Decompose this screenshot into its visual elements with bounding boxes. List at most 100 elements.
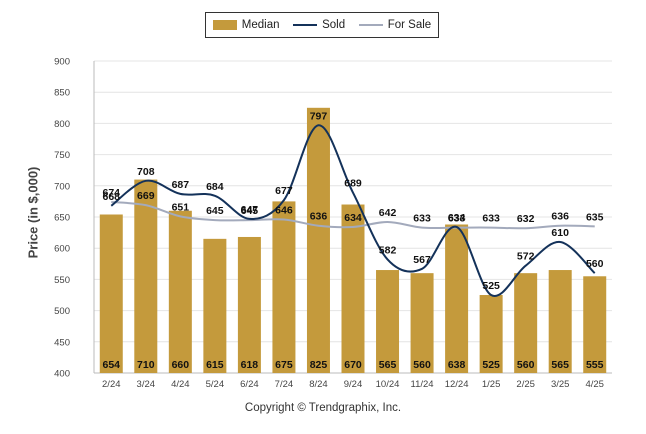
data-label-median: 525 [482,359,500,371]
data-label-for-sale: 632 [517,213,535,225]
data-label-median: 560 [413,359,431,371]
line-sold [110,124,596,297]
data-label-for-sale: 645 [241,205,259,217]
x-tick-label: 3/24 [137,379,156,390]
legend-label-for-sale: For Sale [387,19,432,31]
data-label-for-sale: 642 [379,207,397,219]
legend-swatch-for-sale [358,24,383,26]
data-label-for-sale: 646 [275,204,293,216]
data-label-sold: 582 [379,244,397,256]
legend-item-median: Median [212,19,280,31]
x-tick-label: 11/24 [411,379,434,390]
legend-swatch-sold [293,24,318,26]
bar-median [548,270,572,373]
y-tick-label: 500 [54,306,70,317]
y-tick-label: 600 [54,244,70,255]
bar-median [306,107,330,374]
legend-label-sold: Sold [322,19,346,31]
y-tick-label: 700 [54,181,70,192]
x-tick-label: 6/24 [240,379,259,390]
y-tick-label: 750 [54,150,70,161]
data-label-median: 654 [103,359,121,371]
data-label-for-sale: 669 [137,190,155,202]
data-label-for-sale: 634 [344,212,362,224]
data-label-median: 560 [517,359,535,371]
copyright-footer: Copyright © Trendgraphix, Inc. [244,402,402,414]
data-label-median: 565 [551,359,569,371]
x-tick-label: 5/24 [206,379,225,390]
data-label-for-sale: 635 [586,211,604,223]
data-label-median: 638 [448,359,466,371]
data-label-sold: 708 [137,166,155,178]
data-label-sold: 567 [413,254,431,266]
bar-median [410,273,434,373]
data-label-for-sale: 651 [172,201,190,213]
data-label-median: 618 [241,359,259,371]
data-label-sold: 647 [241,204,259,216]
data-label-for-sale: 636 [551,211,569,223]
data-label-sold: 689 [344,178,362,190]
data-label-sold: 572 [517,251,535,263]
data-label-sold: 677 [275,185,293,197]
data-label-median: 710 [137,359,155,371]
data-label-for-sale: 633 [413,213,431,225]
data-label-sold: 684 [206,181,224,193]
x-tick-label: 3/25 [551,379,570,390]
bar-median [237,236,261,373]
legend-label-median: Median [241,19,280,31]
data-label-median: 825 [310,359,328,371]
data-label-sold: 797 [310,110,328,122]
data-label-median: 670 [344,359,362,371]
legend-item-for-sale: For Sale [358,19,432,31]
y-axis-label: Price (in $,000) [25,166,41,259]
data-label-sold: 610 [551,227,569,239]
bar-median [445,224,469,373]
data-label-for-sale: 633 [482,213,500,225]
data-label-for-sale: 636 [310,211,328,223]
x-tick-label: 9/24 [344,379,363,390]
bar-median [99,214,123,373]
bar-median [168,210,192,373]
data-label-median: 555 [586,359,604,371]
x-tick-label: 7/24 [275,379,294,390]
y-tick-label: 800 [54,119,70,130]
bar-median [341,204,365,373]
bar-median [514,273,538,373]
data-label-sold: 525 [482,280,500,292]
data-label-median: 565 [379,359,397,371]
data-label-for-sale: 645 [206,205,224,217]
y-tick-label: 400 [54,369,70,380]
data-label-sold: 668 [103,191,121,203]
data-label-for-sale: 674 [103,187,121,199]
bar-median [203,238,227,373]
legend-item-sold: Sold [293,19,345,31]
bar-median [583,276,607,373]
bar-median [376,270,400,373]
chart-legend: Median Sold For Sale [205,12,439,38]
bar-median [272,201,296,373]
data-label-median: 675 [275,359,293,371]
data-label-median: 615 [206,359,224,371]
y-tick-label: 900 [54,57,70,68]
x-tick-label: 1/25 [482,379,501,390]
data-label-sold: 687 [172,179,190,191]
x-tick-label: 12/24 [445,379,469,390]
data-label-median: 660 [172,359,190,371]
x-tick-label: 2/24 [102,379,121,390]
x-tick-label: 4/25 [585,379,604,390]
data-label-sold: 560 [586,258,604,270]
y-tick-label: 850 [54,88,70,99]
bar-median [134,179,158,373]
line-for-sale [111,201,595,230]
x-tick-label: 8/24 [309,379,328,390]
data-label-sold: 634 [448,212,466,224]
bar-median [479,295,503,373]
y-tick-label: 550 [54,275,70,286]
x-tick-label: 4/24 [171,379,190,390]
legend-swatch-median [212,20,237,30]
y-tick-label: 450 [54,337,70,348]
y-tick-label: 650 [54,213,70,224]
x-tick-label: 10/24 [376,379,400,390]
x-tick-label: 2/25 [516,379,535,390]
